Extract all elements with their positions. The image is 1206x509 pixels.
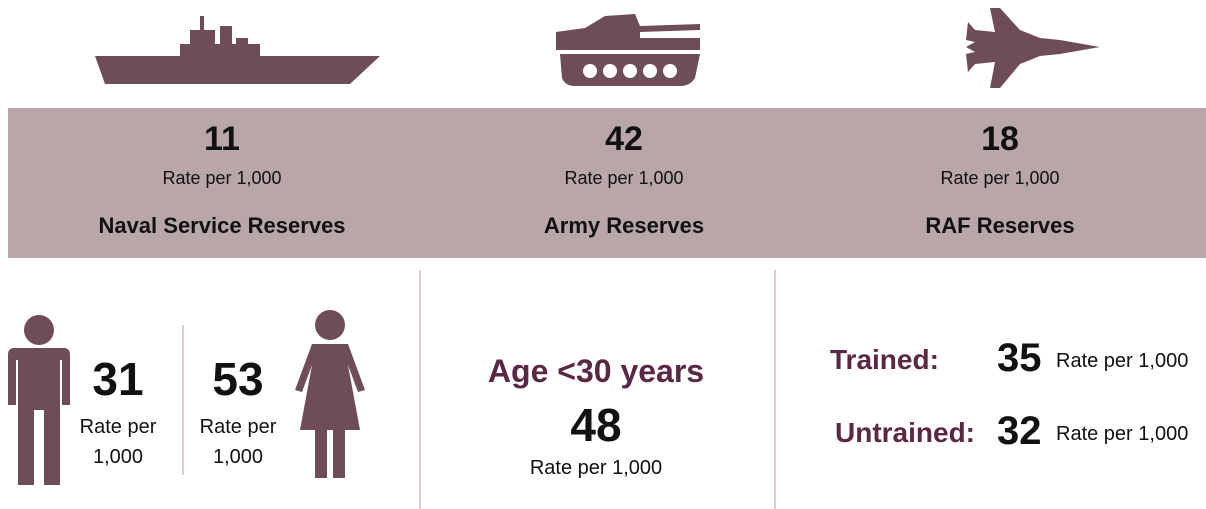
training-value: 32 [997,409,1042,453]
service-name: RAF Reserves [925,213,1075,238]
age-label: Age <30 years [487,353,705,389]
training-label: Untrained: [835,417,975,448]
training-value: 35 [997,336,1042,380]
age-value: 48 [570,399,622,451]
woman-icon [295,310,365,478]
divider [774,270,776,509]
gender-value: 31 [92,353,144,405]
rate-label: Rate per 1,000 [199,416,277,468]
service-value: 42 [605,120,643,158]
rate-label: Rate per 1,000 [529,457,663,479]
ship-icon [95,16,380,84]
rate-label: Rate per 1,000 [1056,350,1189,372]
rate-label: Rate per 1,000 [1056,423,1189,445]
training-label: Trained: [830,344,939,375]
service-value: 11 [204,120,240,158]
service-band [8,108,1206,258]
service-value: 18 [981,120,1019,158]
rate-label: Rate per 1,000 [162,168,282,188]
gender-value: 53 [212,353,264,405]
divider [419,270,421,509]
rate-label: Rate per 1,000 [940,168,1060,188]
jet-icon [966,8,1100,88]
divider [182,325,184,475]
rate-label: Rate per 1,000 [564,168,684,188]
service-name: Army Reserves [543,213,705,238]
service-name: Naval Service Reserves [98,213,346,238]
rate-label: Rate per 1,000 [79,416,157,468]
man-icon [8,315,70,485]
